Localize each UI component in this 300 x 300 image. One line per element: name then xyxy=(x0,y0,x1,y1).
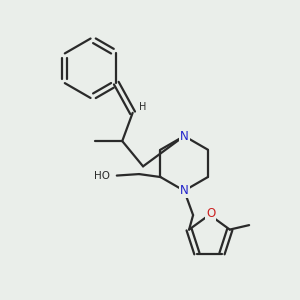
Text: O: O xyxy=(206,207,216,220)
Text: H: H xyxy=(140,102,147,112)
Text: N: N xyxy=(180,130,189,142)
Text: N: N xyxy=(180,184,189,197)
Text: HO: HO xyxy=(94,171,110,181)
